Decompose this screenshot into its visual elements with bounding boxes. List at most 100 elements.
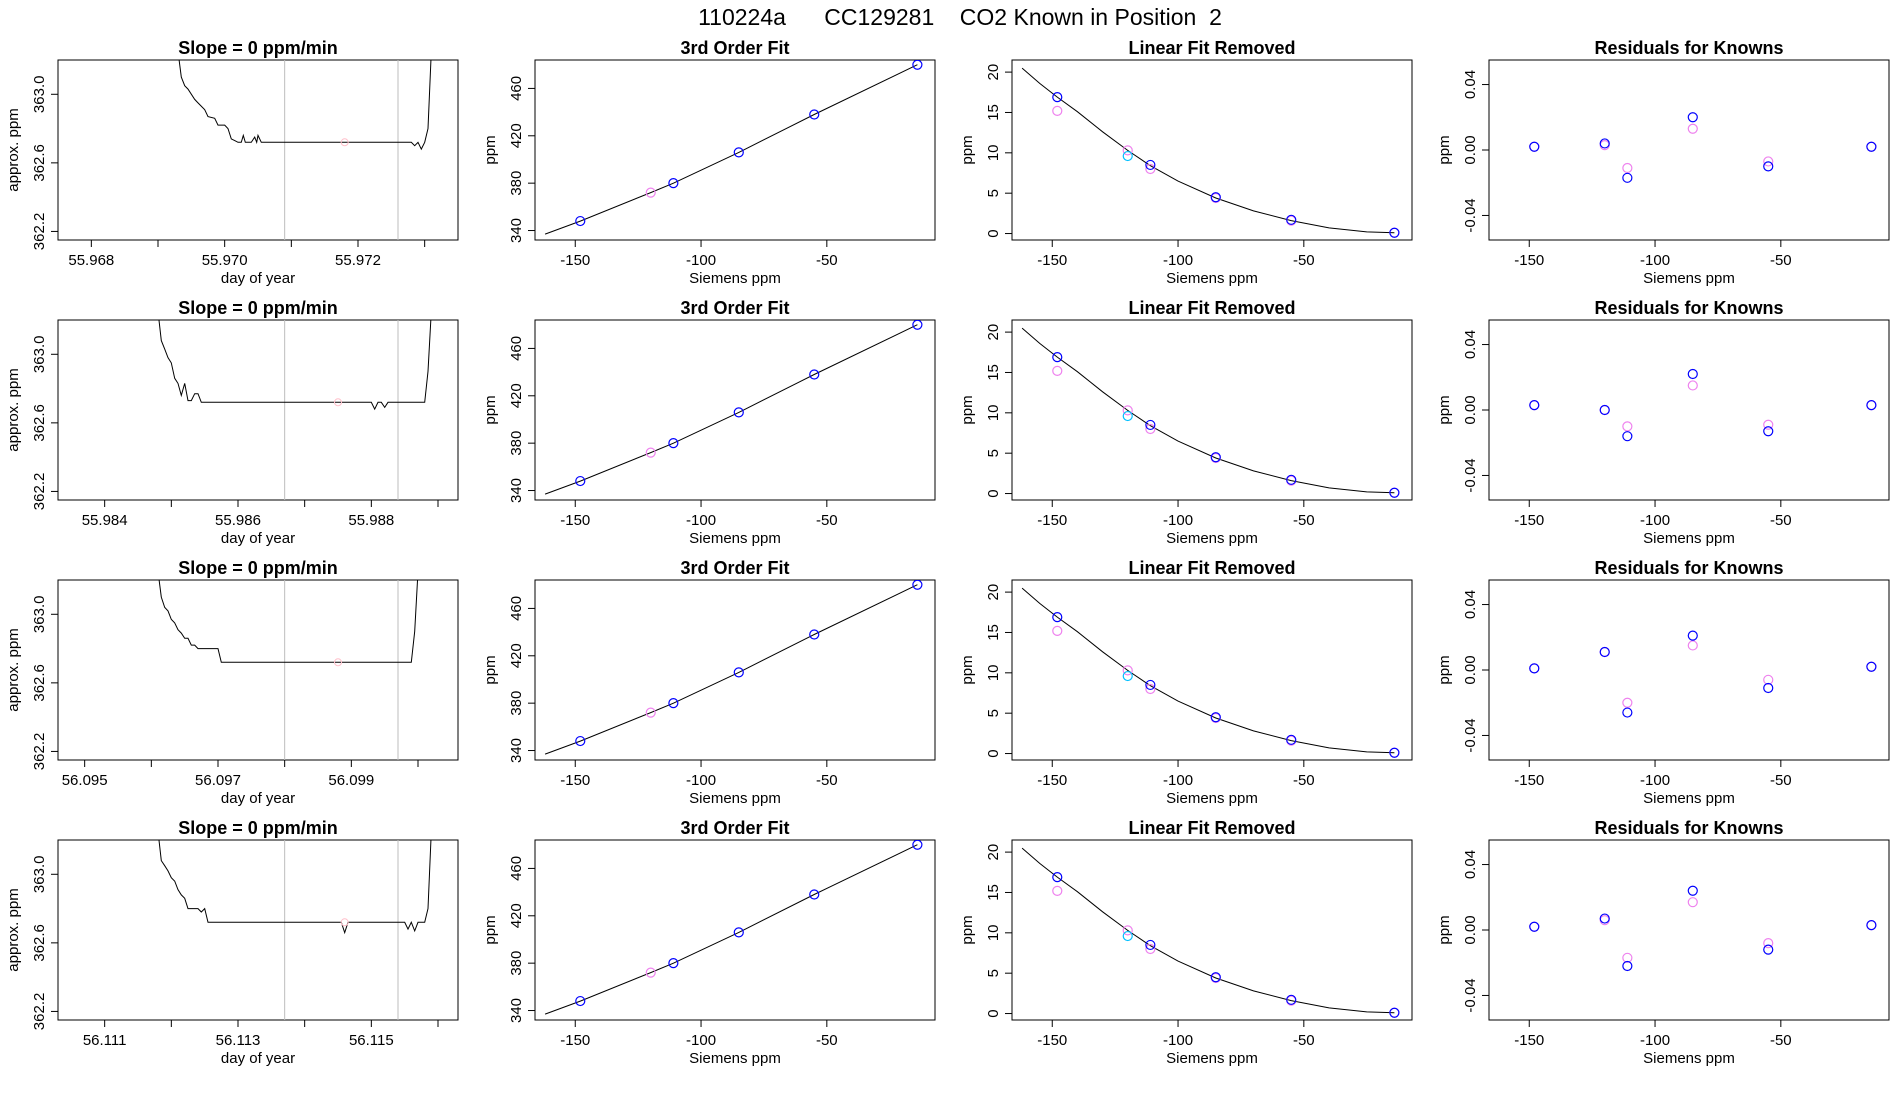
- data-point-blue: [912, 320, 923, 330]
- x-tick-label: -100: [1640, 252, 1670, 269]
- plot-frame: [1011, 319, 1413, 501]
- plot-title: Residuals for Knowns: [1594, 298, 1783, 318]
- x-tick-label: 55.970: [202, 252, 248, 269]
- data-point-blue: [733, 407, 744, 418]
- plot-area: [158, 320, 432, 500]
- y-tick-label: 15: [985, 624, 1002, 641]
- data-point-blue: [1529, 663, 1540, 674]
- page-title: 110224a CC129281 CO2 Known in Position 2: [698, 4, 1222, 30]
- plot-area: [1529, 368, 1877, 442]
- plot-area: [544, 580, 923, 755]
- plot-area: [158, 580, 419, 760]
- plot-frame: [534, 319, 936, 501]
- x-tick-label: -100: [1163, 252, 1193, 269]
- x-tick-label: -50: [1293, 1032, 1315, 1049]
- x-axis-label: Siemens ppm: [1166, 530, 1258, 547]
- plot-area: [178, 60, 432, 240]
- plot-panel-row-1-slope: Slope = 0 ppm/min 55.968 55.970 55.972 day o…: [5, 38, 459, 287]
- data-point-blue: [1210, 452, 1221, 463]
- y-axis-label: ppm: [959, 135, 976, 164]
- y-tick-label: 362.6: [31, 664, 48, 702]
- y-tick-label: 363.0: [31, 336, 48, 374]
- x-tick-label: -50: [1293, 772, 1315, 789]
- plot-title: Residuals for Knowns: [1594, 558, 1783, 578]
- x-axis-label: day of year: [221, 270, 295, 287]
- series-line: [178, 60, 432, 151]
- y-tick-label: 15: [985, 364, 1002, 381]
- y-tick-label: -0.04: [1462, 718, 1479, 752]
- series-line: [158, 840, 432, 935]
- x-tick-label: -50: [1293, 512, 1315, 529]
- data-point-magenta: [1145, 423, 1156, 435]
- x-tick-label: -50: [816, 1032, 838, 1049]
- x-axis-label: Siemens ppm: [1166, 1050, 1258, 1067]
- data-point-magenta: [1687, 640, 1698, 651]
- y-tick-label: 10: [985, 924, 1002, 941]
- y-tick-label: 0: [985, 1009, 1002, 1017]
- plot-frame: [1011, 839, 1413, 1021]
- plot-panel-row-2-linear: Linear Fit Removed -150 -100 -50 Siemens ppm…: [959, 298, 1413, 547]
- plot-panel-row-3-residuals: Residuals for Knowns -150 -100 -50 Siemens p…: [1436, 558, 1890, 807]
- data-point-blue: [1622, 172, 1633, 183]
- data-point-magenta: [1052, 625, 1063, 636]
- plot-frame: [1011, 579, 1413, 761]
- x-tick-label: 55.988: [348, 512, 394, 529]
- plot-frame: [1488, 319, 1890, 501]
- plot-frame: [1488, 59, 1890, 241]
- y-tick-label: -0.04: [1462, 978, 1479, 1012]
- y-axis-label: ppm: [959, 395, 976, 424]
- fit-curve: [1021, 847, 1395, 1014]
- data-point-blue: [1866, 399, 1877, 411]
- data-point-cyan: [1122, 930, 1133, 942]
- plot-panel-row-3-slope: Slope = 0 ppm/min 56.095 56.097 56.099 day o…: [5, 558, 459, 807]
- plot-panel-row-1-residuals: Residuals for Knowns -150 -100 -50 Siemens p…: [1436, 38, 1890, 287]
- plot-area: [1021, 847, 1400, 1018]
- mean-marker: [334, 658, 342, 667]
- y-tick-label: 0.04: [1462, 330, 1479, 359]
- data-point-blue: [668, 178, 679, 189]
- x-tick-label: 55.984: [82, 512, 128, 529]
- data-point-magenta: [1122, 665, 1133, 676]
- x-axis-label: Siemens ppm: [1166, 790, 1258, 807]
- y-tick-label: 10: [985, 404, 1002, 421]
- plot-panel-row-4-residuals: Residuals for Knowns -150 -100 -50 Siemens p…: [1436, 818, 1890, 1067]
- y-tick-label: 420: [508, 383, 525, 408]
- x-axis-label: Siemens ppm: [689, 270, 781, 287]
- y-axis-label: approx. ppm: [5, 888, 22, 971]
- data-point-blue: [668, 958, 679, 969]
- y-tick-label: 460: [508, 856, 525, 881]
- x-axis-label: Siemens ppm: [1166, 270, 1258, 287]
- plot-panel-row-1-fit: 3rd Order Fit -150 -100 -50 Siemens ppm 340 38…: [482, 38, 936, 287]
- x-tick-label: -50: [1770, 772, 1792, 789]
- data-point-blue: [1529, 141, 1540, 152]
- data-point-blue: [912, 580, 923, 590]
- data-point-magenta: [645, 967, 656, 978]
- data-point-blue: [733, 667, 744, 678]
- y-tick-label: 5: [985, 449, 1002, 457]
- data-point-blue: [1052, 92, 1063, 103]
- data-point-magenta: [1145, 943, 1156, 955]
- y-tick-label: 362.6: [31, 144, 48, 182]
- data-point-magenta: [1622, 697, 1633, 708]
- data-point-blue: [575, 995, 586, 1007]
- data-point-magenta: [1763, 419, 1774, 430]
- plot-area: [158, 840, 432, 1020]
- data-point-blue: [1145, 679, 1156, 691]
- y-tick-label: 15: [985, 884, 1002, 901]
- data-point-blue: [1599, 913, 1610, 924]
- data-point-blue: [668, 438, 679, 449]
- data-point-blue: [733, 147, 744, 158]
- y-tick-label: 10: [985, 144, 1002, 161]
- data-point-blue: [809, 109, 820, 120]
- data-point-blue: [1687, 112, 1698, 123]
- x-axis-label: Siemens ppm: [689, 1050, 781, 1067]
- y-tick-label: 362.2: [31, 473, 48, 511]
- data-point-blue: [668, 698, 679, 709]
- x-tick-label: 56.099: [328, 772, 374, 789]
- data-point-blue: [1052, 872, 1063, 883]
- y-tick-label: 5: [985, 709, 1002, 717]
- data-point-magenta: [1763, 674, 1774, 685]
- y-tick-label: 20: [985, 584, 1002, 601]
- x-tick-label: -50: [816, 252, 838, 269]
- mean-marker: [340, 138, 349, 147]
